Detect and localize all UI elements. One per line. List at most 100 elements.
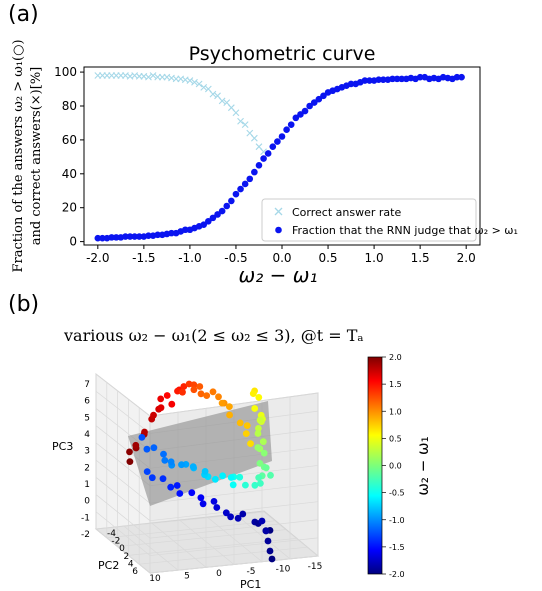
pca-point <box>188 489 196 497</box>
colorbar-tick-label: -2.0 <box>389 570 405 579</box>
rnn-judgement-point <box>182 226 189 234</box>
rnn-judgement-point <box>375 76 382 84</box>
psychometric-chart: Psychometric curve -2.0 -1.5 -1.0 -0.5 0.0 0.… <box>11 39 518 287</box>
rnn-judgement-point <box>251 168 258 176</box>
pca-point <box>266 547 274 555</box>
pca-point <box>227 474 235 481</box>
pca-point <box>255 394 263 401</box>
pca-point <box>255 425 262 432</box>
colorbar-tick-label: 1.0 <box>389 407 402 416</box>
rnn-judgement-point <box>228 197 235 205</box>
x-tick-label: 1.0 <box>365 251 384 265</box>
rnn-judgement-point <box>131 233 138 240</box>
pca-point <box>247 440 254 447</box>
colorbar-tick-label: -0.5 <box>389 489 405 498</box>
x-tick-label: -1.5 <box>132 251 155 265</box>
colorbar-ticks: 2.0 1.5 1.0 0.5 0.0 -0.5 -1.0 -1.5 -2.0 <box>382 353 405 579</box>
pca-point <box>150 411 157 419</box>
pca-point <box>126 448 133 456</box>
pca-point <box>226 411 234 419</box>
rnn-judgement-point <box>260 155 267 162</box>
rnn-judgement-point <box>246 175 254 183</box>
rnn-judgement-point <box>214 211 221 218</box>
pca-point <box>160 450 167 458</box>
y-tick-label: 2 <box>123 552 129 562</box>
pca-point <box>249 390 257 397</box>
rnn-judgement-point <box>223 202 231 210</box>
x-tick-label: -1.0 <box>178 251 201 265</box>
correct-rate-point <box>237 117 244 125</box>
pca-point <box>196 383 204 390</box>
legend-label-rnn: Fraction that the RNN judge that ω₂ > ω₁ <box>292 224 518 237</box>
x-tick-label: 5 <box>184 572 190 582</box>
x-tick-label: 10 <box>149 574 161 584</box>
pca-point <box>254 430 262 437</box>
colorbar-label: ω₂ − ω₁ <box>414 436 432 495</box>
y-axis-label-line1: Fraction of the answers ω₂ > ω₁(○) <box>11 39 26 272</box>
rnn-judgement-point <box>269 143 277 150</box>
y-tick-label: 4 <box>128 559 134 569</box>
rnn-judgement-point <box>315 95 323 103</box>
y-tick-label: 60 <box>62 133 77 147</box>
rnn-judgement-point <box>99 234 106 242</box>
pca-point <box>209 388 217 396</box>
y-tick-label: -2 <box>111 537 120 547</box>
pca-point <box>236 419 244 427</box>
y-tick-label: 40 <box>62 167 77 181</box>
z-tick-label: 4 <box>84 430 90 440</box>
pca-point <box>255 474 263 481</box>
pca-point <box>143 445 151 453</box>
legend: Correct answer rate Fraction that the RN… <box>261 198 518 242</box>
pca-point <box>148 474 156 482</box>
z-tick-label: -1 <box>81 513 90 523</box>
correct-rate-point <box>200 83 208 91</box>
rnn-judgement-point <box>292 114 300 122</box>
pca-point <box>167 483 175 491</box>
pca-point <box>268 555 276 563</box>
pca-point <box>138 434 146 441</box>
panel-a-label: (a) <box>8 2 39 27</box>
pc1-label: PC1 <box>240 578 261 591</box>
x-tick-label: -10 <box>276 564 291 574</box>
pca-point <box>256 416 264 424</box>
pca-point <box>227 513 235 521</box>
rnn-judgement-point <box>209 214 217 222</box>
pca-point <box>157 404 165 412</box>
rnn-judgement-point <box>283 126 290 134</box>
rnn-judgement-point <box>218 207 226 215</box>
pca-point <box>157 395 165 403</box>
x-tick-label: -5 <box>247 567 256 577</box>
pca-point <box>201 468 209 475</box>
rnn-judgement-point <box>398 75 406 83</box>
x-tick-label: -0.5 <box>224 251 247 265</box>
pca-point <box>126 458 134 465</box>
x-axis-ticks: -2.0 -1.5 -1.0 -0.5 0.0 0.5 1.0 1.5 2.0 <box>86 245 476 265</box>
rnn-judgement-point <box>205 217 212 225</box>
x-tick-label: 0.5 <box>318 251 337 265</box>
z-tick-label: 0 <box>84 497 90 507</box>
colorbar-tick-label: 0.5 <box>389 434 402 443</box>
pca-point <box>257 480 264 487</box>
colorbar <box>367 356 383 575</box>
pca-point <box>267 471 274 479</box>
rnn-judgement-point <box>135 233 143 240</box>
pca-point <box>190 386 198 394</box>
pca-point <box>219 472 227 480</box>
pca-point <box>258 517 266 525</box>
pca-point <box>176 490 184 497</box>
pca-point <box>173 482 181 489</box>
legend-marker-x <box>274 207 283 216</box>
pca-point <box>167 458 175 466</box>
pca-point <box>251 405 259 412</box>
pca-point <box>197 390 205 398</box>
colorbar-tick-label: -1.5 <box>389 543 405 552</box>
x-tick-label: 2.0 <box>457 251 476 265</box>
pca-3d-chart: various ω₂ − ω₁(2 ≤ ω₂ ≤ 3), @t = Tₐ 7 6 5… <box>52 326 432 591</box>
rnn-judgement-point <box>389 75 396 83</box>
y-tick-label: 20 <box>62 201 77 215</box>
rnn-judgement-point <box>320 92 327 100</box>
pca-point <box>262 527 270 535</box>
rnn-judgement-point <box>393 75 401 83</box>
rnn-judgement-point <box>416 73 424 81</box>
